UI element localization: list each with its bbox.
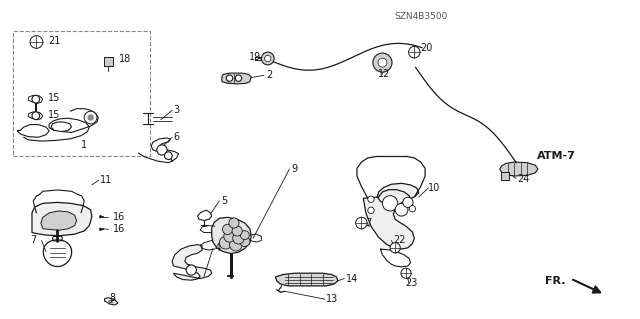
Text: 1: 1: [81, 140, 87, 150]
Polygon shape: [275, 273, 338, 286]
Circle shape: [164, 152, 172, 160]
Circle shape: [264, 55, 271, 62]
Circle shape: [368, 196, 374, 202]
Polygon shape: [212, 217, 251, 254]
Text: 16: 16: [113, 212, 125, 222]
Circle shape: [356, 217, 367, 229]
Text: 16: 16: [113, 224, 125, 234]
Text: 21: 21: [48, 36, 60, 46]
Text: 8: 8: [110, 293, 116, 303]
Circle shape: [409, 205, 415, 212]
Polygon shape: [222, 73, 251, 84]
Polygon shape: [217, 226, 231, 245]
Text: 9: 9: [291, 164, 298, 174]
Text: 23: 23: [405, 278, 417, 288]
Text: 18: 18: [119, 55, 132, 64]
Text: 15: 15: [48, 93, 60, 103]
Circle shape: [229, 218, 239, 228]
Circle shape: [232, 226, 243, 236]
Circle shape: [233, 233, 244, 244]
Text: 19: 19: [249, 52, 261, 62]
Circle shape: [30, 36, 43, 48]
Text: 13: 13: [326, 294, 339, 304]
Text: 15: 15: [48, 110, 60, 120]
Circle shape: [32, 112, 40, 120]
Circle shape: [236, 75, 242, 81]
Text: 24: 24: [518, 174, 530, 183]
Circle shape: [390, 243, 400, 253]
Circle shape: [84, 111, 97, 124]
Circle shape: [220, 236, 232, 249]
Text: FR.: FR.: [545, 276, 566, 286]
Circle shape: [230, 238, 243, 251]
Text: ATM-7: ATM-7: [537, 151, 575, 161]
Circle shape: [157, 145, 167, 155]
Text: 4: 4: [215, 243, 221, 253]
Text: 7: 7: [30, 235, 36, 246]
Circle shape: [224, 231, 236, 242]
Polygon shape: [172, 245, 212, 280]
Circle shape: [401, 268, 411, 278]
Circle shape: [88, 115, 94, 121]
Circle shape: [227, 75, 233, 81]
Circle shape: [403, 197, 413, 207]
Circle shape: [261, 52, 274, 65]
Circle shape: [368, 207, 374, 213]
Text: 10: 10: [428, 183, 440, 193]
Polygon shape: [32, 202, 92, 236]
Circle shape: [373, 53, 392, 72]
Circle shape: [186, 265, 196, 275]
Circle shape: [240, 236, 250, 247]
Text: 2: 2: [266, 70, 272, 80]
Text: 14: 14: [346, 274, 358, 284]
Circle shape: [383, 196, 397, 211]
Text: 22: 22: [393, 235, 406, 246]
Text: 20: 20: [420, 43, 433, 53]
Bar: [104, 57, 113, 66]
Text: 17: 17: [362, 218, 374, 228]
Text: 3: 3: [173, 105, 180, 115]
Text: 6: 6: [173, 132, 180, 142]
Circle shape: [241, 231, 249, 240]
Polygon shape: [364, 183, 419, 249]
Bar: [501, 172, 509, 180]
Bar: [13, 31, 150, 156]
Circle shape: [223, 224, 233, 234]
Text: 5: 5: [221, 196, 227, 206]
Text: 11: 11: [100, 175, 113, 185]
Circle shape: [32, 95, 40, 103]
Polygon shape: [41, 211, 77, 230]
Circle shape: [395, 203, 408, 216]
Circle shape: [408, 46, 420, 58]
Circle shape: [378, 58, 387, 67]
Polygon shape: [500, 162, 538, 176]
Text: SZN4B3500: SZN4B3500: [394, 12, 448, 21]
Text: 12: 12: [378, 69, 390, 79]
